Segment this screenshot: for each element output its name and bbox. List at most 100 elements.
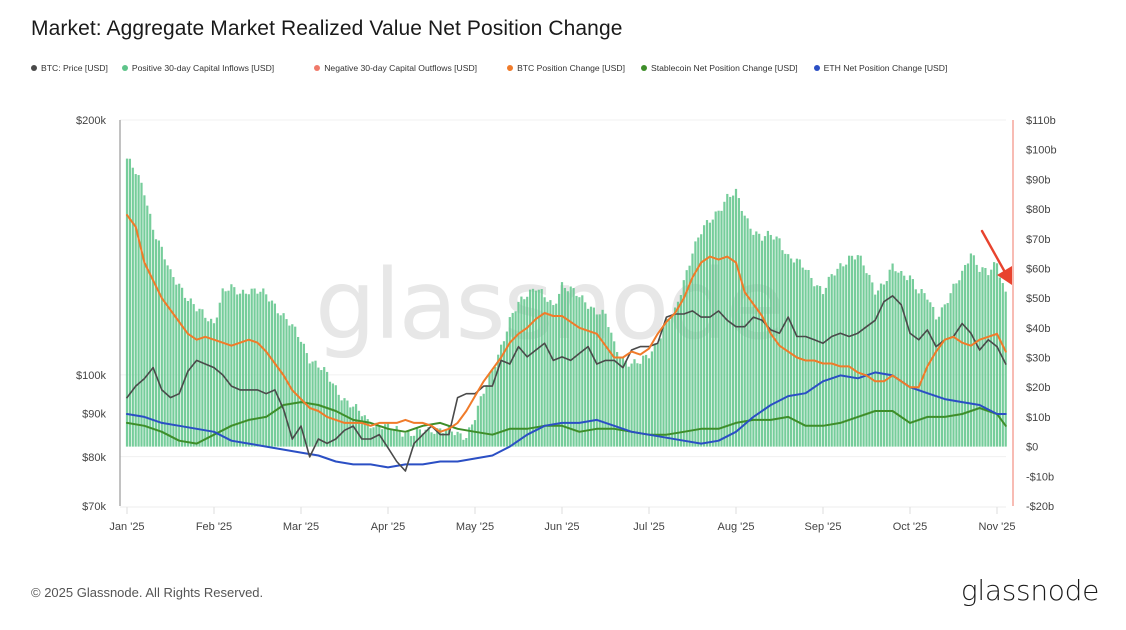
inflow-bar	[410, 436, 413, 447]
inflow-bar	[531, 288, 535, 447]
inflow-bar	[450, 431, 453, 447]
series-lines	[126, 214, 1007, 472]
inflow-bar	[198, 308, 201, 447]
inflow-bar	[137, 175, 140, 447]
inflow-bar	[442, 433, 445, 447]
x-tick-label: Jun '25	[544, 521, 579, 533]
inflow-bar	[978, 271, 981, 447]
inflow-bar	[143, 195, 146, 447]
inflow-bar	[523, 299, 526, 447]
inflow-bar	[125, 158, 129, 447]
inflow-bar	[723, 201, 726, 447]
legend-item-negative-outflows[interactable]: Negative 30-day Capital Outflows [USD]	[314, 63, 477, 73]
inflow-bar	[839, 263, 842, 447]
inflow-bar	[157, 240, 160, 447]
inflow-bar	[946, 303, 949, 447]
right-tick-label: $20b	[1026, 382, 1050, 394]
inflow-bar	[534, 290, 537, 447]
inflow-bar	[398, 431, 401, 447]
inflow-bar	[888, 269, 891, 447]
inflow-bar	[253, 288, 256, 447]
inflow-bar	[845, 264, 848, 447]
inflow-bar	[604, 313, 607, 447]
inflow-bar	[357, 410, 361, 447]
inflow-bar	[384, 424, 387, 447]
inflow-bar	[427, 427, 430, 447]
legend-item-stablecoin-net-position-change[interactable]: Stablecoin Net Position Change [USD]	[641, 63, 798, 73]
inflow-bar	[587, 308, 590, 447]
inflow-bar	[517, 301, 520, 447]
inflow-bar	[645, 354, 648, 447]
inflow-bar	[276, 313, 279, 447]
inflow-bar	[308, 363, 311, 447]
inflow-bar	[268, 301, 271, 447]
inflow-bar	[955, 283, 958, 447]
inflow-bar	[877, 290, 880, 447]
inflow-bar	[181, 287, 184, 447]
inflow-bar	[656, 343, 659, 447]
inflow-bar	[911, 279, 914, 447]
inflow-bar	[616, 352, 619, 447]
inflow-bar	[291, 324, 294, 447]
inflow-bar	[694, 241, 697, 447]
inflow-bar	[146, 205, 149, 447]
inflow-bar	[363, 415, 366, 447]
inflow-bar	[865, 273, 868, 447]
inflow-bar	[485, 385, 488, 447]
inflow-bar	[444, 429, 448, 447]
inflow-bar	[903, 275, 906, 447]
inflow-bar	[378, 426, 381, 447]
legend-label: ETH Net Position Change [USD]	[823, 63, 948, 73]
inflow-bar	[555, 303, 558, 447]
inflow-bar	[630, 363, 633, 447]
inflow-bar	[871, 282, 874, 447]
inflow-bar	[720, 210, 723, 447]
inflow-bar	[482, 393, 485, 447]
legend-item-positive-inflows[interactable]: Positive 30-day Capital Inflows [USD]	[121, 63, 274, 73]
inflow-bar	[998, 277, 1001, 447]
inflow-bar	[929, 302, 932, 447]
right-tick-label: $50b	[1026, 293, 1050, 305]
arrow-shaft	[980, 229, 1008, 276]
arrow-head-icon	[997, 266, 1012, 285]
inflow-bar	[415, 428, 419, 447]
inflow-bar	[270, 300, 274, 447]
inflow-bar	[424, 429, 427, 447]
inflow-bar	[299, 341, 303, 447]
inflow-bar	[952, 283, 955, 447]
x-axis-ticks: Jan '25 Feb '25 Mar '25 Apr '25 May '25 Jun '…	[109, 506, 1015, 533]
inflow-bar	[659, 338, 662, 447]
inflow-bar	[520, 296, 523, 447]
legend-item-btc-position-change[interactable]: BTC Position Change [USD]	[507, 63, 625, 73]
inflow-bar	[152, 229, 155, 447]
inflow-bar	[920, 289, 923, 447]
inflow-bar	[302, 343, 305, 447]
inflow-bar	[810, 277, 813, 447]
right-tick-label: $0	[1026, 442, 1038, 454]
legend-item-eth-net-position-change[interactable]: ETH Net Position Change [USD]	[813, 63, 948, 73]
inflow-bar	[653, 343, 656, 447]
x-tick-label: Mar '25	[283, 521, 319, 533]
inflow-bars	[125, 158, 1007, 447]
inflow-bar	[175, 284, 178, 447]
inflow-bar	[456, 431, 459, 447]
legend-item-btc-price[interactable]: BTC: Price [USD]	[31, 63, 108, 73]
inflow-bar	[413, 435, 416, 447]
inflow-bar	[471, 424, 474, 447]
inflow-bar	[894, 271, 897, 447]
glassnode-logo[interactable]: glassnode	[960, 574, 1099, 607]
inflow-bar	[433, 433, 436, 447]
inflow-bar	[172, 277, 175, 447]
legend-dot-icon	[507, 65, 514, 71]
inflow-bar	[711, 219, 714, 447]
inflow-bar	[613, 341, 616, 447]
inflow-bar	[589, 306, 593, 447]
inflow-bar	[331, 383, 334, 447]
inflow-bar	[848, 255, 851, 447]
btc-price-line	[126, 295, 1007, 472]
inflow-bar	[671, 314, 674, 447]
inflow-bar	[317, 367, 320, 447]
inflow-bar	[827, 276, 830, 447]
inflow-bar	[900, 271, 903, 447]
inflow-bar	[575, 295, 578, 447]
